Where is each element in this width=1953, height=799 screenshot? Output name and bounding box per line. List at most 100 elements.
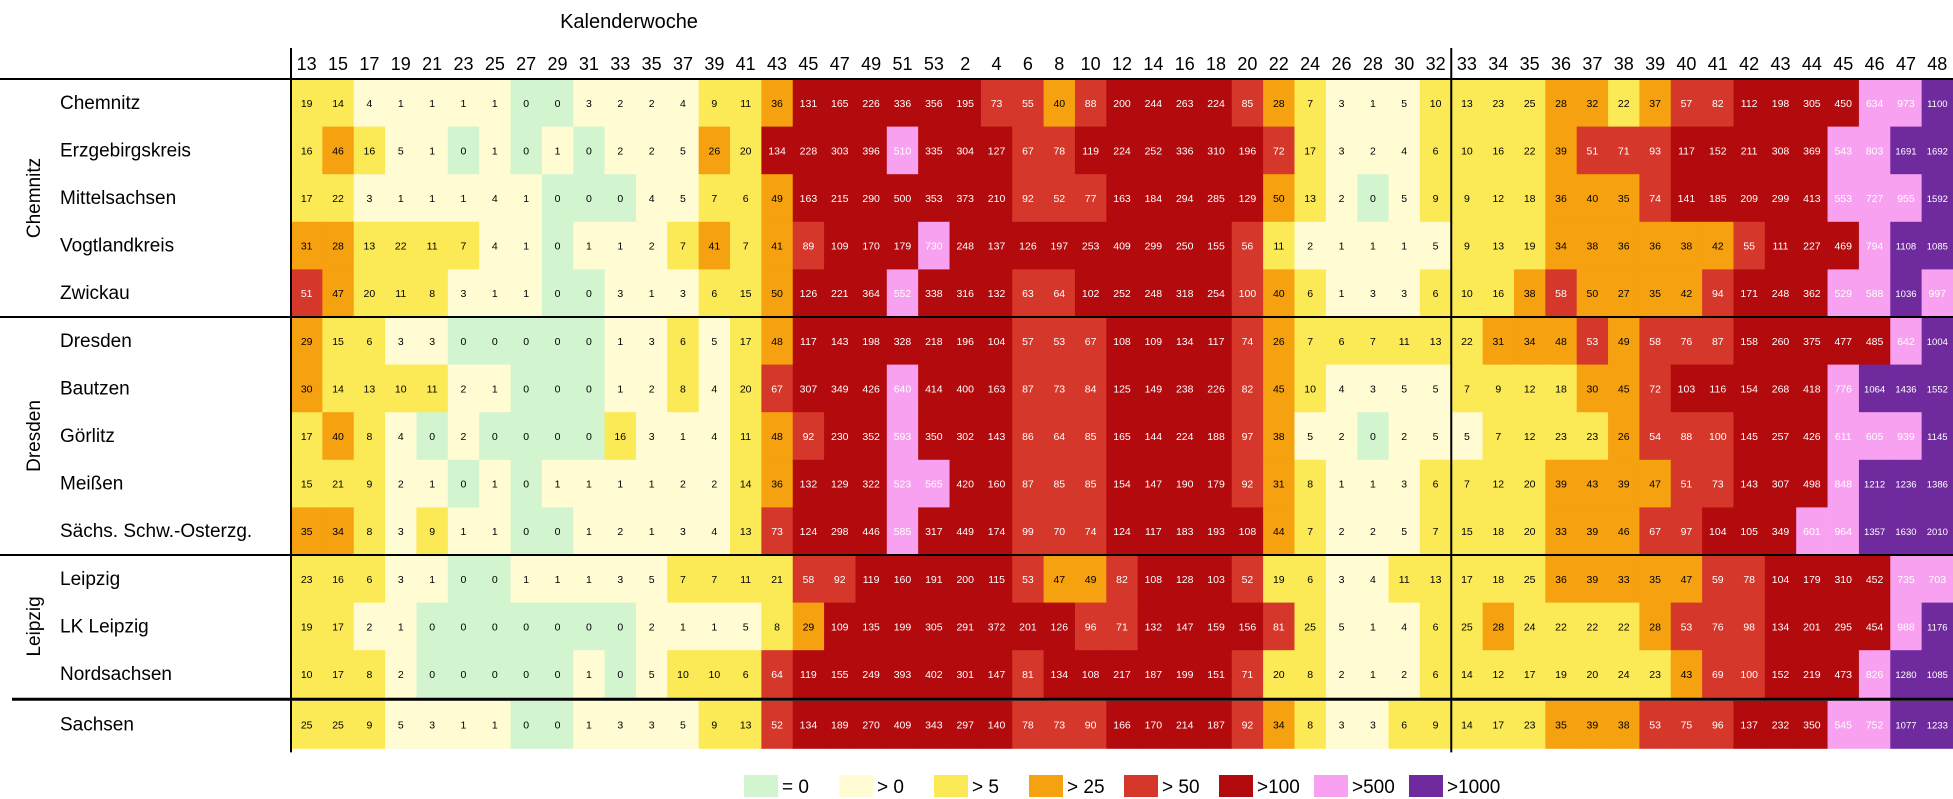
legend-label: > 50 [1162,777,1200,798]
heatmap-cell [510,79,543,127]
heatmap-cell [792,174,825,223]
heatmap-cell [1263,221,1295,270]
heatmap-cell [1137,269,1170,318]
cell-value-label: 45 [1618,383,1630,395]
heatmap-cell [291,412,323,461]
heatmap-cell [1545,79,1578,127]
cell-value-label: 1280 [1895,670,1916,681]
week-label: 32 [1426,54,1446,74]
cell-value-label: 128 [1176,574,1194,586]
week-label: 45 [1833,54,1853,74]
heatmap-cell [1231,364,1264,413]
heatmap-cell [1043,650,1076,699]
heatmap-cell [1074,555,1107,603]
cell-value-label: 5 [711,336,717,348]
cell-value-label: 155 [1207,241,1225,253]
heatmap-cell [761,221,794,270]
heatmap-cell [291,364,323,413]
cell-value-label: 188 [1207,431,1225,443]
cell-value-label: 92 [834,574,846,586]
heatmap-cell [1890,126,1923,175]
heatmap-cell [980,412,1013,461]
heatmap-cell [291,459,323,508]
heatmap-cell [1137,317,1170,365]
cell-value-label: 67 [1022,145,1034,157]
heatmap-cell [980,221,1013,270]
heatmap-cell [1200,412,1233,461]
heatmap-cell [1639,221,1672,270]
heatmap-cell [886,364,919,413]
heatmap-cell [1796,602,1828,651]
cell-value-label: 0 [555,98,561,110]
heatmap-cell [604,459,637,508]
heatmap-cell [792,364,825,413]
cell-value-label: 109 [831,621,849,633]
cell-value-label: 52 [1242,574,1254,586]
cell-value-label: 42 [1712,241,1724,253]
heatmap-cell [1074,79,1107,127]
heatmap-cell [1639,602,1672,651]
cell-value-label: 25 [1524,574,1536,586]
heatmap-cell [604,174,637,223]
heatmap-cell [1169,174,1201,223]
cell-value-label: 2 [398,479,404,491]
cell-value-label: 6 [1401,720,1407,732]
heatmap-cell [1419,700,1452,749]
cell-value-label: 393 [894,669,912,681]
heatmap-cell [635,174,668,223]
heatmap-cell [1702,602,1734,651]
cell-value-label: 7 [680,574,686,586]
cell-value-label: 171 [1740,288,1758,300]
heatmap-cell [1294,269,1327,318]
heatmap-cell [949,602,982,651]
heatmap-cell [855,412,888,461]
heatmap-cell [353,602,386,651]
cell-value-label: 0 [523,526,529,538]
cell-value-label: 98 [1743,621,1755,633]
cell-value-label: 0 [586,621,592,633]
cell-value-label: 28 [1273,98,1285,110]
cell-value-label: 248 [1772,288,1790,300]
cell-value-label: 25 [1524,98,1536,110]
legend-swatch [1029,775,1063,797]
heatmap-cell [1043,221,1076,270]
cell-value-label: 82 [1116,574,1128,586]
cell-value-label: 299 [1145,241,1163,253]
heatmap-cell [416,221,449,270]
cell-value-label: 449 [956,526,974,538]
cell-value-label: 224 [1176,431,1194,443]
heatmap-cell [918,317,950,365]
cell-value-label: 55 [1743,241,1755,253]
week-label: 21 [422,54,442,74]
heatmap-cell [385,555,417,603]
heatmap-cell [447,555,480,603]
cell-value-label: 49 [1618,336,1630,348]
heatmap-cell [385,700,417,749]
cell-value-label: 317 [925,526,943,538]
cell-value-label: 92 [1242,479,1254,491]
cell-value-label: 446 [862,526,880,538]
cell-value-label: 35 [1618,193,1630,205]
cell-value-label: 3 [398,574,404,586]
cell-value-label: 64 [1053,431,1065,443]
heatmap-cell [1419,364,1452,413]
cell-value-label: 224 [1113,145,1131,157]
heatmap-cell [1733,364,1766,413]
cell-value-label: 197 [1051,241,1069,253]
heatmap-cell [1545,174,1578,223]
heatmap-cell [1451,650,1484,699]
cell-value-label: 52 [1053,193,1065,205]
heatmap-cell [1921,126,1953,175]
heatmap-cell [1513,269,1546,318]
cell-value-label: 776 [1834,383,1852,395]
legend-swatch [839,775,873,797]
cell-value-label: 257 [1772,431,1790,443]
heatmap-cell [1576,79,1609,127]
heatmap-cell [792,412,825,461]
cell-value-label: 642 [1897,336,1915,348]
cell-value-label: 224 [1207,98,1225,110]
heatmap-cell [1074,412,1107,461]
cell-value-label: 1 [555,145,561,157]
heatmap-cell [1169,126,1201,175]
heatmap-cell [416,555,449,603]
